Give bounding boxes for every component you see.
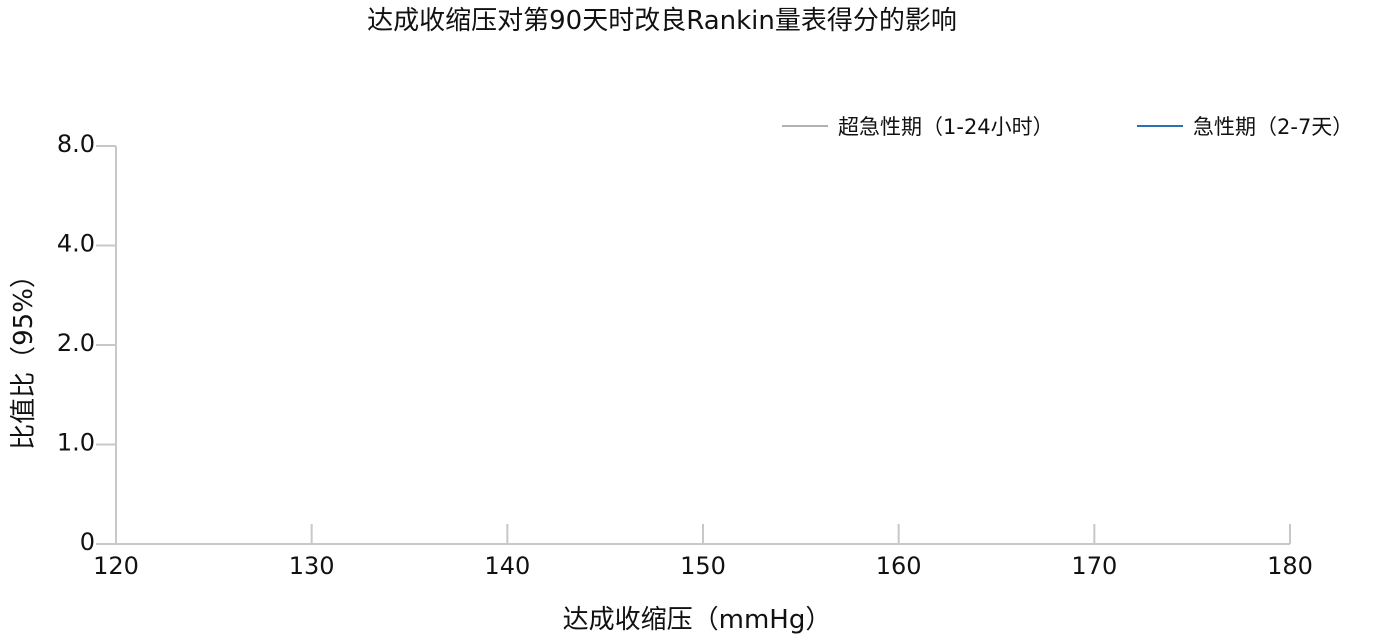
y-ticks: 0 1.0 2.0 4.0 8.0 bbox=[57, 130, 116, 556]
x-tick-label: 160 bbox=[876, 552, 922, 580]
y-tick-label: 2.0 bbox=[57, 329, 95, 357]
legend-label: 超急性期（1-24小时） bbox=[838, 115, 1054, 139]
x-tick-label: 150 bbox=[680, 552, 726, 580]
x-tick-label: 120 bbox=[93, 552, 139, 580]
y-axis-title: 比值比（95%） bbox=[9, 262, 39, 450]
y-tick-label: 8.0 bbox=[57, 130, 95, 158]
y-tick-label: 4.0 bbox=[57, 230, 95, 258]
x-tick-label: 140 bbox=[484, 552, 530, 580]
x-tick-label: 130 bbox=[289, 552, 335, 580]
x-axis-title: 达成收缩压（mmHg） bbox=[563, 605, 832, 635]
chart-title: 达成收缩压对第90天时改良Rankin量表得分的影响 bbox=[367, 6, 957, 36]
x-ticks: 120 130 140 150 160 170 180 bbox=[93, 524, 1313, 580]
x-tick-label: 170 bbox=[1071, 552, 1117, 580]
y-tick-label: 0 bbox=[80, 528, 95, 556]
legend-label: 急性期（2-7天） bbox=[1193, 115, 1353, 139]
legend: 超急性期（1-24小时） 急性期（2-7天） bbox=[782, 115, 1353, 139]
axes bbox=[115, 146, 1290, 545]
y-tick-label: 1.0 bbox=[57, 429, 95, 457]
x-tick-label: 180 bbox=[1267, 552, 1313, 580]
